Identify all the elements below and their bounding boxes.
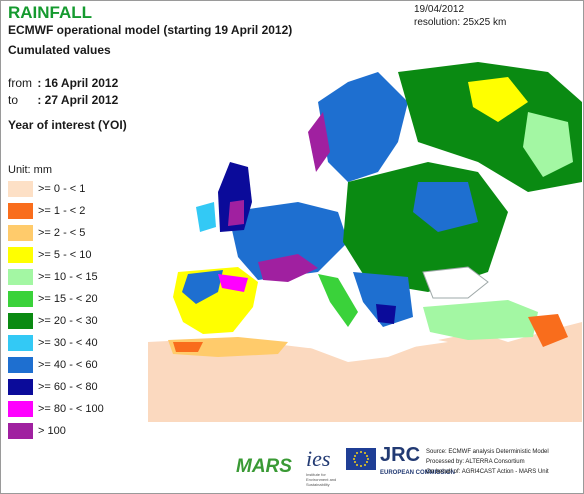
- from-label: from: [8, 76, 32, 90]
- map-subtitle: ECMWF operational model (starting 19 Apr…: [8, 23, 293, 37]
- legend-label: >= 0 - < 1: [38, 183, 86, 195]
- resolution-label: resolution: 25x25 km: [414, 17, 507, 28]
- legend-swatch: [8, 291, 33, 307]
- period-to: to : 27 April 2012: [8, 93, 118, 107]
- map-title: RAINFALL: [8, 3, 93, 22]
- legend-item: >= 1 - < 2: [8, 202, 148, 220]
- italy-region: [318, 274, 358, 327]
- legend-label: >= 15 - < 20: [38, 293, 98, 305]
- legend-label: > 100: [38, 425, 66, 437]
- credit-processed-by: Processed by: ALTERRA Consortium: [426, 459, 525, 465]
- legend-unit: Unit: mm: [8, 164, 52, 176]
- eu-flag-icon: [346, 448, 376, 470]
- legend-item: >= 20 - < 30: [8, 312, 148, 330]
- legend-item: >= 10 - < 15: [8, 268, 148, 286]
- footer-logos: MARS ies Institute for Environment and S…: [230, 440, 570, 488]
- forecast-date: 19/04/2012: [414, 4, 465, 15]
- legend-swatch: [8, 247, 33, 263]
- year-of-interest-label: Year of interest (YOI): [8, 118, 127, 132]
- from-value: : 16 April 2012: [37, 76, 119, 90]
- legend-item: >= 80 - < 100: [8, 400, 148, 418]
- legend-label: >= 40 - < 60: [38, 359, 98, 371]
- legend-swatch: [8, 357, 33, 373]
- legend-item: >= 30 - < 40: [8, 334, 148, 352]
- legend-swatch: [8, 401, 33, 417]
- legend-item: >= 5 - < 10: [8, 246, 148, 264]
- middle-east-region: [528, 314, 568, 347]
- ies-logo: ies: [306, 446, 331, 471]
- legend-swatch: [8, 225, 33, 241]
- to-value: : 27 April 2012: [37, 93, 119, 107]
- cumulated-values-label: Cumulated values: [8, 43, 111, 57]
- credit-on-behalf: On behalf of: AGRI4CAST Action - MARS Un…: [426, 469, 549, 475]
- legend-item: >= 60 - < 80: [8, 378, 148, 396]
- legend-item: >= 15 - < 20: [8, 290, 148, 308]
- legend-label: >= 2 - < 5: [38, 227, 86, 239]
- jrc-logo: JRC: [380, 444, 421, 466]
- map-credits: Source: ECMWF analysis Deterministic Mod…: [426, 447, 549, 477]
- legend-label: >= 10 - < 15: [38, 271, 98, 283]
- legend-label: >= 20 - < 30: [38, 315, 98, 327]
- central-russia-wet-region: [413, 182, 478, 232]
- pyrenees-wet-region: [218, 274, 248, 292]
- legend-swatch: [8, 335, 33, 351]
- period-from: from : 16 April 2012: [8, 76, 118, 90]
- black-sea: [422, 266, 489, 299]
- legend-item: > 100: [8, 422, 148, 440]
- ireland-region: [196, 202, 216, 232]
- turkey-region: [423, 300, 538, 340]
- european-commission-label: EUROPEAN COMMISSION: [380, 470, 456, 476]
- legend-swatch: [8, 423, 33, 439]
- britain-wet-region: [228, 200, 244, 226]
- legend-label: >= 5 - < 10: [38, 249, 92, 261]
- balkans-region: [353, 272, 413, 327]
- mars-logo: MARS: [236, 456, 292, 477]
- legend-label: >= 60 - < 80: [38, 381, 98, 393]
- russia-moderate-region: [523, 112, 573, 177]
- legend-swatch: [8, 181, 33, 197]
- legend-label: >= 1 - < 2: [38, 205, 86, 217]
- legend-item: >= 40 - < 60: [8, 356, 148, 374]
- legend-label: >= 80 - < 100: [38, 403, 104, 415]
- legend-item: >= 0 - < 1: [8, 180, 148, 198]
- credit-source: Source: ECMWF analysis Deterministic Mod…: [426, 449, 549, 455]
- alps-wet-region: [258, 254, 318, 282]
- to-label: to: [8, 93, 19, 107]
- north-africa-wet-region: [173, 342, 203, 352]
- iberia-wet-region: [182, 270, 223, 304]
- greece-wet-region: [376, 304, 396, 324]
- rainfall-map: [148, 62, 582, 422]
- legend-swatch: [8, 269, 33, 285]
- central-europe-region: [228, 202, 348, 280]
- scandinavia-region: [318, 72, 408, 182]
- russia-dry-region: [468, 77, 528, 122]
- legend-swatch: [8, 203, 33, 219]
- legend-swatch: [8, 313, 33, 329]
- eu-stars-icon: [353, 451, 369, 467]
- legend-swatch: [8, 379, 33, 395]
- ies-institute-name: Institute for Environment and Sustainabi…: [306, 472, 337, 487]
- legend-item: >= 2 - < 5: [8, 224, 148, 242]
- norway-coast-region: [308, 112, 330, 172]
- mediterranean-sea: [243, 312, 448, 352]
- legend-label: >= 30 - < 40: [38, 337, 98, 349]
